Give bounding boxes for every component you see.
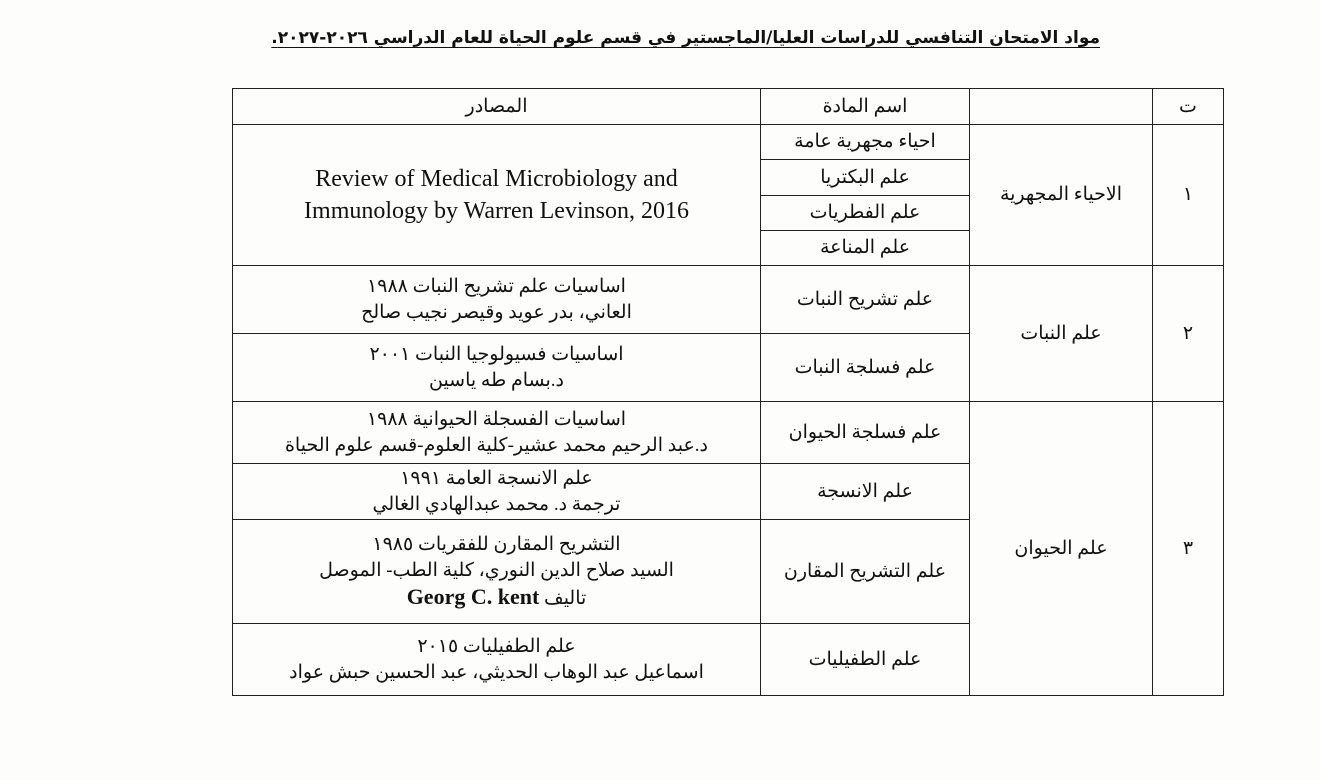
source-cell: اساسيات علم تشريح النبات ١٩٨٨ العاني، بد…	[232, 265, 761, 334]
source-line: د.بسام طه ياسين	[428, 369, 564, 391]
subject-cell: علم الانسجة	[760, 463, 970, 520]
source-line: Immunology by Warren Levinson, 2016	[304, 198, 689, 224]
source-line: اساسيات علم تشريح النبات ١٩٨٨	[367, 275, 626, 297]
table-row: ٣ علم الحيوان علم فسلجة الحيوان اساسيات …	[232, 401, 1224, 696]
row-number: ١	[1152, 124, 1224, 266]
table-row: علم فسلجة النبات اساسيات فسيولوجيا النبا…	[232, 333, 1224, 402]
table-row: علم التشريح المقارن التشريح المقارن للفق…	[232, 519, 1224, 624]
header-subject: اسم المادة	[760, 88, 970, 125]
source-line: اسماعيل عبد الوهاب الحديثي، عبد الحسين ح…	[289, 661, 704, 683]
source-line: ترجمة د. محمد عبدالهادي الغالي	[372, 493, 621, 515]
source-cell: التشريح المقارن للفقريات ١٩٨٥ السيد صلاح…	[232, 519, 761, 624]
source-cell: علم الانسجة العامة ١٩٩١ ترجمة د. محمد عب…	[232, 463, 761, 520]
source-cell: اساسيات الفسجلة الحيوانية ١٩٨٨ د.عبد الر…	[232, 401, 761, 464]
subject-cell: علم البكتريا	[760, 159, 970, 196]
subject-cell: علم فسلجة النبات	[760, 333, 970, 402]
table-row: ١ الاحياء المجهرية احياء مجهرية عامة Rev…	[232, 124, 1224, 266]
table-row: علم الفطريات	[233, 195, 1224, 231]
source-line: Review of Medical Microbiology and	[315, 166, 678, 192]
subject-cell: علم الفطريات	[760, 195, 970, 231]
source-line: علم الانسجة العامة ١٩٩١	[400, 467, 593, 489]
source-line: اساسيات الفسجلة الحيوانية ١٩٨٨	[366, 408, 627, 430]
source-cell: Review of Medical Microbiology and Immun…	[232, 124, 761, 266]
row-number: ٢	[1152, 265, 1224, 402]
department-cell: علم الحيوان	[969, 401, 1153, 696]
table-row: علم الانسجة علم الانسجة العامة ١٩٩١ ترجم…	[232, 463, 1224, 520]
source-line: اساسيات فسيولوجيا النبات ٢٠٠١	[369, 343, 624, 365]
exam-subjects-table: ت اسم المادة المصادر ١ الاحياء المجهرية …	[232, 88, 1224, 696]
table-row: ٢ علم النبات علم تشريح النبات اساسيات عل…	[232, 265, 1224, 402]
department-cell: علم النبات	[969, 265, 1153, 402]
subject-cell: احياء مجهرية عامة	[760, 124, 970, 160]
source-cell: اساسيات فسيولوجيا النبات ٢٠٠١ د.بسام طه …	[232, 333, 761, 402]
source-line: العاني، بدر عويد وقيصر نجيب صالح	[361, 301, 632, 323]
subject-cell: علم التشريح المقارن	[760, 519, 970, 624]
header-department	[969, 88, 1153, 125]
table-header-row: ت اسم المادة المصادر	[232, 88, 1224, 125]
subject-cell: علم الطفيليات	[760, 623, 970, 696]
source-line: التشريح المقارن للفقريات ١٩٨٥	[372, 533, 621, 555]
source-cell: علم الطفيليات ٢٠١٥ اسماعيل عبد الوهاب ال…	[232, 623, 761, 696]
source-line: د.عبد الرحيم محمد عشير-كلية العلوم-قسم ع…	[284, 434, 709, 456]
subject-cell: علم المناعة	[760, 230, 970, 266]
header-sources: المصادر	[232, 88, 761, 125]
row-number: ٣	[1152, 401, 1224, 696]
source-line: السيد صلاح الدين النوري، كلية الطب- المو…	[319, 559, 674, 581]
document-title: مواد الامتحان التنافسي للدراسات العليا/ا…	[271, 28, 1100, 48]
source-line: علم الطفيليات ٢٠١٥	[417, 635, 576, 657]
table-row: علم الطفيليات علم الطفيليات ٢٠١٥ اسماعيل…	[232, 623, 1224, 696]
source-line: تاليف Georg C. kent	[239, 584, 754, 612]
header-number: ت	[1152, 88, 1224, 125]
subject-cell: علم فسلجة الحيوان	[760, 401, 970, 464]
author-name: Georg C. kent	[406, 583, 540, 609]
department-cell: الاحياء المجهرية	[969, 124, 1153, 266]
subject-cell: علم تشريح النبات	[760, 265, 970, 334]
table-row: علم البكتريا	[233, 159, 1224, 196]
author-prefix: تاليف	[544, 587, 587, 609]
